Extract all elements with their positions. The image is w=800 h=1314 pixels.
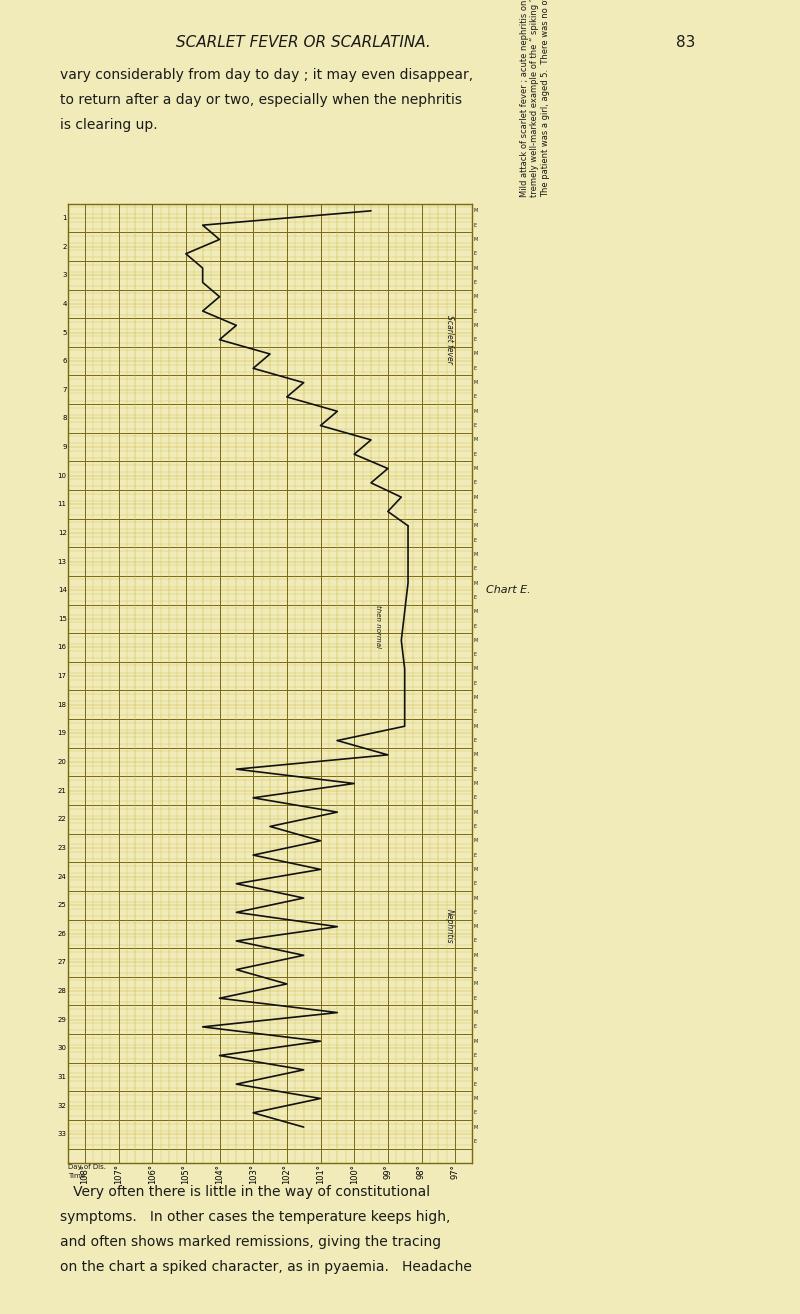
Text: M: M — [474, 323, 478, 328]
Text: M: M — [474, 982, 478, 987]
Text: E: E — [474, 365, 477, 371]
Text: M: M — [474, 552, 478, 557]
Text: E: E — [474, 1025, 477, 1029]
Text: Nephritis: Nephritis — [445, 909, 454, 943]
Text: E: E — [474, 710, 477, 715]
Text: M: M — [474, 380, 478, 385]
Text: E: E — [474, 222, 477, 227]
Text: Time: Time — [68, 1173, 85, 1179]
Text: E: E — [474, 1139, 477, 1144]
Text: M: M — [474, 1096, 478, 1101]
Text: symptoms.   In other cases the temperature keeps high,: symptoms. In other cases the temperature… — [60, 1210, 450, 1225]
Text: E: E — [474, 423, 477, 428]
Text: M: M — [474, 809, 478, 815]
Text: E: E — [474, 967, 477, 972]
Text: and often shows marked remissions, giving the tracing: and often shows marked remissions, givin… — [60, 1235, 441, 1250]
Text: E: E — [474, 566, 477, 572]
Text: then normal: then normal — [374, 604, 381, 648]
Text: M: M — [474, 237, 478, 242]
Text: M: M — [474, 924, 478, 929]
Text: M: M — [474, 753, 478, 757]
Text: E: E — [474, 938, 477, 943]
Text: Very often there is little in the way of constitutional: Very often there is little in the way of… — [60, 1185, 430, 1200]
Text: E: E — [474, 738, 477, 742]
Text: E: E — [474, 251, 477, 256]
Text: M: M — [474, 724, 478, 729]
Text: Scarlet fever: Scarlet fever — [445, 315, 454, 364]
Text: E: E — [474, 537, 477, 543]
Text: M: M — [474, 209, 478, 213]
Text: E: E — [474, 1110, 477, 1116]
Text: E: E — [474, 824, 477, 829]
Text: M: M — [474, 294, 478, 300]
Text: E: E — [474, 795, 477, 800]
Text: M: M — [474, 610, 478, 614]
Text: M: M — [474, 523, 478, 528]
Text: E: E — [474, 996, 477, 1001]
Text: SCARLET FEVER OR SCARLATINA.: SCARLET FEVER OR SCARLATINA. — [176, 35, 430, 50]
Text: E: E — [474, 481, 477, 485]
Text: Day of Dis.: Day of Dis. — [68, 1164, 106, 1171]
Text: E: E — [474, 624, 477, 628]
Text: M: M — [474, 494, 478, 499]
Text: 83: 83 — [676, 35, 695, 50]
Text: M: M — [474, 896, 478, 900]
Text: E: E — [474, 394, 477, 399]
Text: M: M — [474, 466, 478, 470]
Text: M: M — [474, 438, 478, 443]
Text: E: E — [474, 766, 477, 771]
Text: M: M — [474, 953, 478, 958]
Text: M: M — [474, 637, 478, 643]
Text: E: E — [474, 681, 477, 686]
Text: E: E — [474, 309, 477, 314]
Text: M: M — [474, 838, 478, 844]
Text: on the chart a spiked character, as in pyaemia.   Headache: on the chart a spiked character, as in p… — [60, 1260, 472, 1275]
Text: M: M — [474, 581, 478, 586]
Text: M: M — [474, 409, 478, 414]
Text: E: E — [474, 595, 477, 600]
Text: Chart E.: Chart E. — [486, 585, 531, 595]
Text: to return after a day or two, especially when the nephritis: to return after a day or two, especially… — [60, 93, 462, 108]
Text: M: M — [474, 1125, 478, 1130]
Text: E: E — [474, 882, 477, 886]
Text: M: M — [474, 352, 478, 356]
Text: vary considerably from day to day ; it may even disappear,: vary considerably from day to day ; it m… — [60, 68, 473, 83]
Text: M: M — [474, 1067, 478, 1072]
Text: E: E — [474, 280, 477, 285]
Text: E: E — [474, 509, 477, 514]
Text: M: M — [474, 781, 478, 786]
Text: is clearing up.: is clearing up. — [60, 118, 158, 133]
Text: M: M — [474, 1038, 478, 1043]
Text: M: M — [474, 867, 478, 872]
Text: M: M — [474, 666, 478, 671]
Text: E: E — [474, 338, 477, 342]
Text: Mild attack of scarlet fever ; acute nephritis on nineteenth day.  The chart is : Mild attack of scarlet fever ; acute nep… — [520, 0, 550, 197]
Text: M: M — [474, 695, 478, 700]
Text: M: M — [474, 265, 478, 271]
Text: M: M — [474, 1010, 478, 1014]
Text: E: E — [474, 909, 477, 915]
Text: E: E — [474, 652, 477, 657]
Text: E: E — [474, 853, 477, 858]
Text: E: E — [474, 1053, 477, 1058]
Text: E: E — [474, 452, 477, 457]
Text: E: E — [474, 1081, 477, 1087]
